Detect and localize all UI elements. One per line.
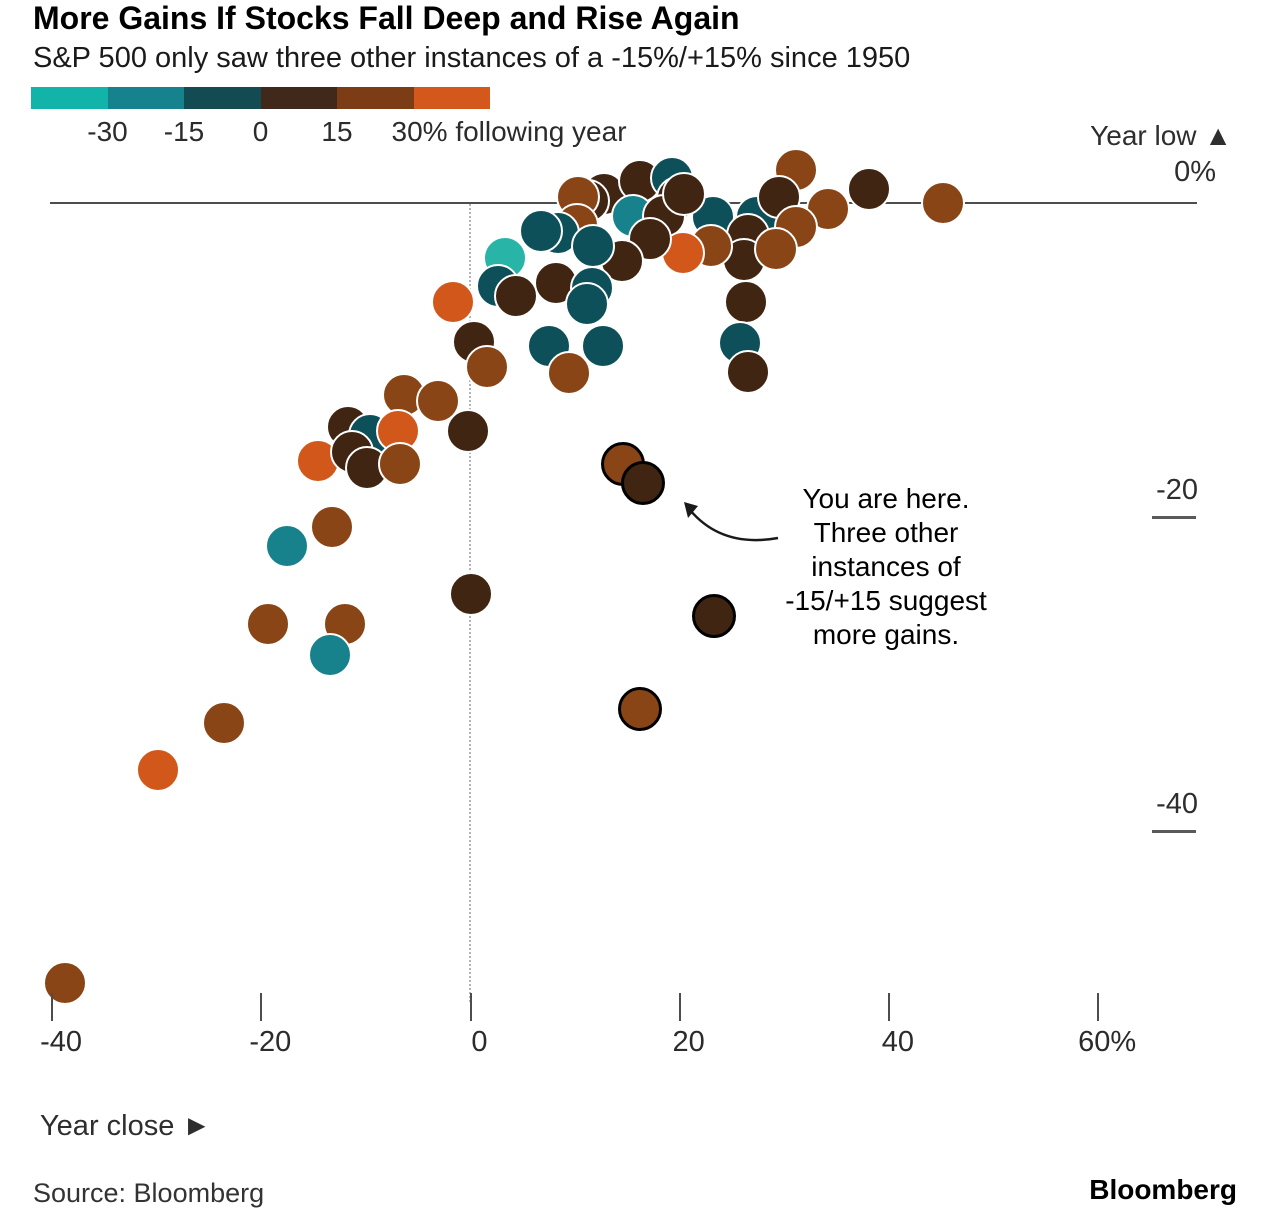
data-point xyxy=(581,324,626,369)
data-point xyxy=(446,409,491,454)
highlighted-data-point xyxy=(621,461,666,506)
x-axis-title: Year close ► xyxy=(40,1110,212,1142)
x-tick-mark xyxy=(1097,993,1100,1021)
x-tick-mark xyxy=(51,993,54,1021)
chart-subtitle: S&P 500 only saw three other instances o… xyxy=(33,42,911,74)
data-point xyxy=(308,633,353,678)
data-point xyxy=(570,223,615,268)
legend-segment-2 xyxy=(184,87,261,109)
data-point xyxy=(921,181,966,225)
legend-segment-5 xyxy=(413,87,490,109)
source-credit: Source: Bloomberg xyxy=(33,1178,265,1208)
y-axis-title: Year low ▲ xyxy=(1090,120,1232,151)
legend-segment-0 xyxy=(31,87,108,109)
x-tick-label: 40 xyxy=(881,1026,915,1058)
annotation-line: instances of xyxy=(811,551,961,582)
legend-label: -15 xyxy=(163,116,205,147)
x-tick-label: -20 xyxy=(249,1026,292,1058)
x-tick-label: 20 xyxy=(672,1026,705,1058)
data-point xyxy=(245,601,290,646)
legend-segment-1 xyxy=(107,87,184,109)
data-point xyxy=(661,171,706,216)
data-point xyxy=(448,571,493,616)
data-point xyxy=(265,524,310,569)
legend-label: 15 xyxy=(321,116,353,147)
data-point xyxy=(847,166,892,211)
legend-label: 30% following year xyxy=(391,116,627,147)
annotation-text: You are here. Three other instances of -15/… xyxy=(751,482,1021,652)
x-tick-label: 0 xyxy=(471,1026,488,1058)
data-point xyxy=(723,280,768,325)
x-tick-mark xyxy=(260,993,263,1021)
legend-segment-4 xyxy=(337,87,414,109)
annotation-line: more gains. xyxy=(812,619,960,650)
legend-segment-3 xyxy=(260,87,337,109)
x-tick-label: -40 xyxy=(40,1026,83,1058)
data-point xyxy=(518,209,563,254)
highlighted-data-point xyxy=(617,686,662,731)
data-point xyxy=(465,344,510,389)
annotation-line: -15/+15 suggest xyxy=(785,585,987,616)
y-tick-label: -20 xyxy=(1156,474,1198,506)
data-point xyxy=(378,442,423,487)
data-point xyxy=(564,281,609,326)
data-point xyxy=(753,226,798,271)
chart-title: More Gains If Stocks Fall Deep and Rise … xyxy=(33,0,740,36)
annotation-line: Three other xyxy=(813,517,959,548)
y-tick-mark xyxy=(1152,830,1196,833)
data-point xyxy=(42,960,87,1005)
legend-label: -30 xyxy=(87,116,128,147)
annotation-line: You are here. xyxy=(802,483,970,514)
highlighted-data-point xyxy=(692,593,737,638)
data-point xyxy=(430,280,475,325)
data-point xyxy=(135,748,180,792)
data-point xyxy=(201,700,246,745)
data-point xyxy=(493,273,538,318)
x-tick-label: 60% xyxy=(1078,1026,1137,1058)
bloomberg-logo: Bloomberg xyxy=(1089,1174,1237,1205)
legend-color-bar xyxy=(31,87,490,109)
annotation-arrow xyxy=(684,502,779,542)
legend-label: 0 xyxy=(252,116,269,147)
y-tick-mark xyxy=(1152,516,1196,519)
x-tick-mark xyxy=(469,993,472,1021)
x-tick-mark xyxy=(887,993,890,1021)
data-point xyxy=(725,349,770,394)
data-point xyxy=(310,505,355,550)
data-point xyxy=(546,351,591,396)
y-tick-label: -40 xyxy=(1156,788,1198,820)
y-tick-label: 0% xyxy=(1174,156,1216,188)
x-tick-mark xyxy=(678,993,681,1021)
